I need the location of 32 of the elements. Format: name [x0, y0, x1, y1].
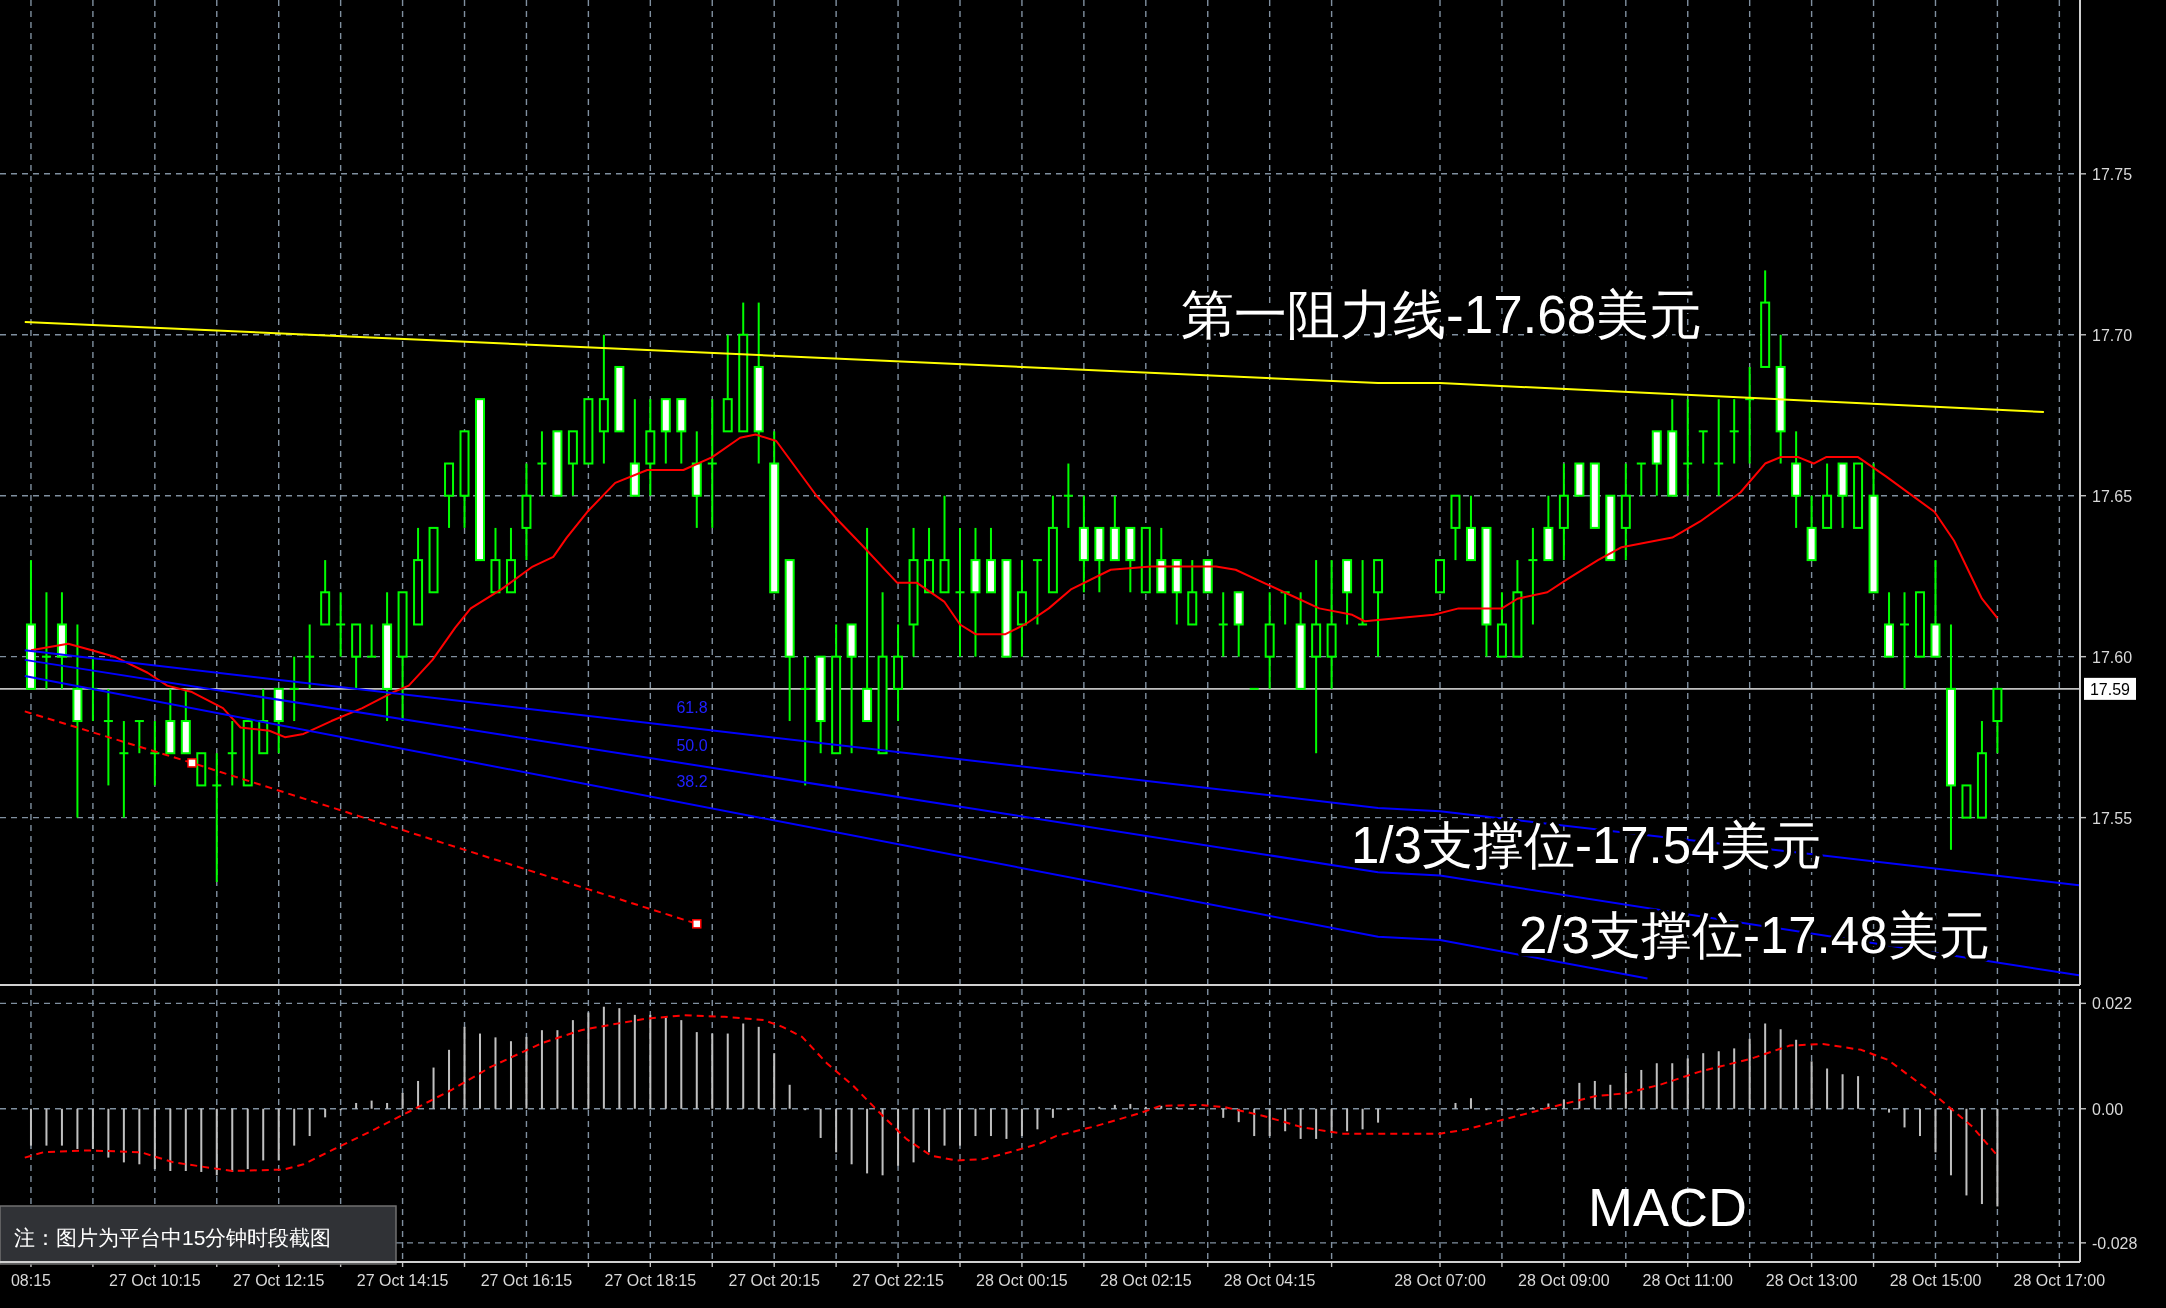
- y-tick-label: 17.70: [2092, 326, 2133, 344]
- x-tick-label: 27 Oct 18:15: [604, 1272, 697, 1289]
- x-tick-label: 28 Oct 07:00: [1394, 1272, 1486, 1289]
- x-tick-label: 27 Oct 16:15: [480, 1272, 573, 1289]
- x-tick-label: 27 Oct 12:15: [232, 1272, 325, 1289]
- x-tick-label: 27 Oct 22:15: [852, 1272, 944, 1289]
- x-tick-label: 27 Oct 10:15: [109, 1272, 201, 1289]
- x-tick-label: 28 Oct 11:00: [1642, 1272, 1734, 1289]
- annotation: 50.0: [676, 737, 708, 754]
- x-tick-label: 08:15: [10, 1272, 52, 1289]
- x-tick-label: 28 Oct 04:15: [1223, 1272, 1316, 1289]
- x-tick-label: 28 Oct 13:00: [1765, 1272, 1858, 1289]
- y-tick-label: 17.60: [2092, 648, 2133, 666]
- x-tick-label: 27 Oct 20:15: [728, 1272, 821, 1289]
- y-tick-label: 0.00: [2092, 1100, 2124, 1118]
- x-tick-label: 28 Oct 02:15: [1099, 1272, 1192, 1289]
- x-tick-label: 28 Oct 15:00: [1889, 1272, 1982, 1289]
- x-tick-label: 27 Oct 14:15: [356, 1272, 449, 1289]
- x-tick-label: 28 Oct 17:00: [2013, 1272, 2106, 1289]
- x-tick-label: 28 Oct 09:00: [1518, 1272, 1610, 1289]
- x-tick-label: 28 Oct 00:15: [976, 1272, 1068, 1289]
- y-tick-label: 17.55: [2092, 809, 2133, 827]
- annotation: 38.2: [676, 773, 708, 790]
- annotation: 注：图片为平台中15分钟时段截图: [14, 1226, 332, 1249]
- y-tick-label: 17.75: [2092, 165, 2133, 183]
- y-tick-label: -0.028: [2092, 1234, 2138, 1252]
- annotation: 61.8: [676, 699, 708, 716]
- ref-line-label: 17.59: [2089, 680, 2131, 698]
- annotation: 第一阻力线-17.68美元: [1181, 285, 1703, 344]
- y-tick-label: 17.65: [2092, 487, 2133, 505]
- y-tick-label: 0.022: [2092, 995, 2133, 1013]
- annotation: MACD: [1588, 1177, 1747, 1237]
